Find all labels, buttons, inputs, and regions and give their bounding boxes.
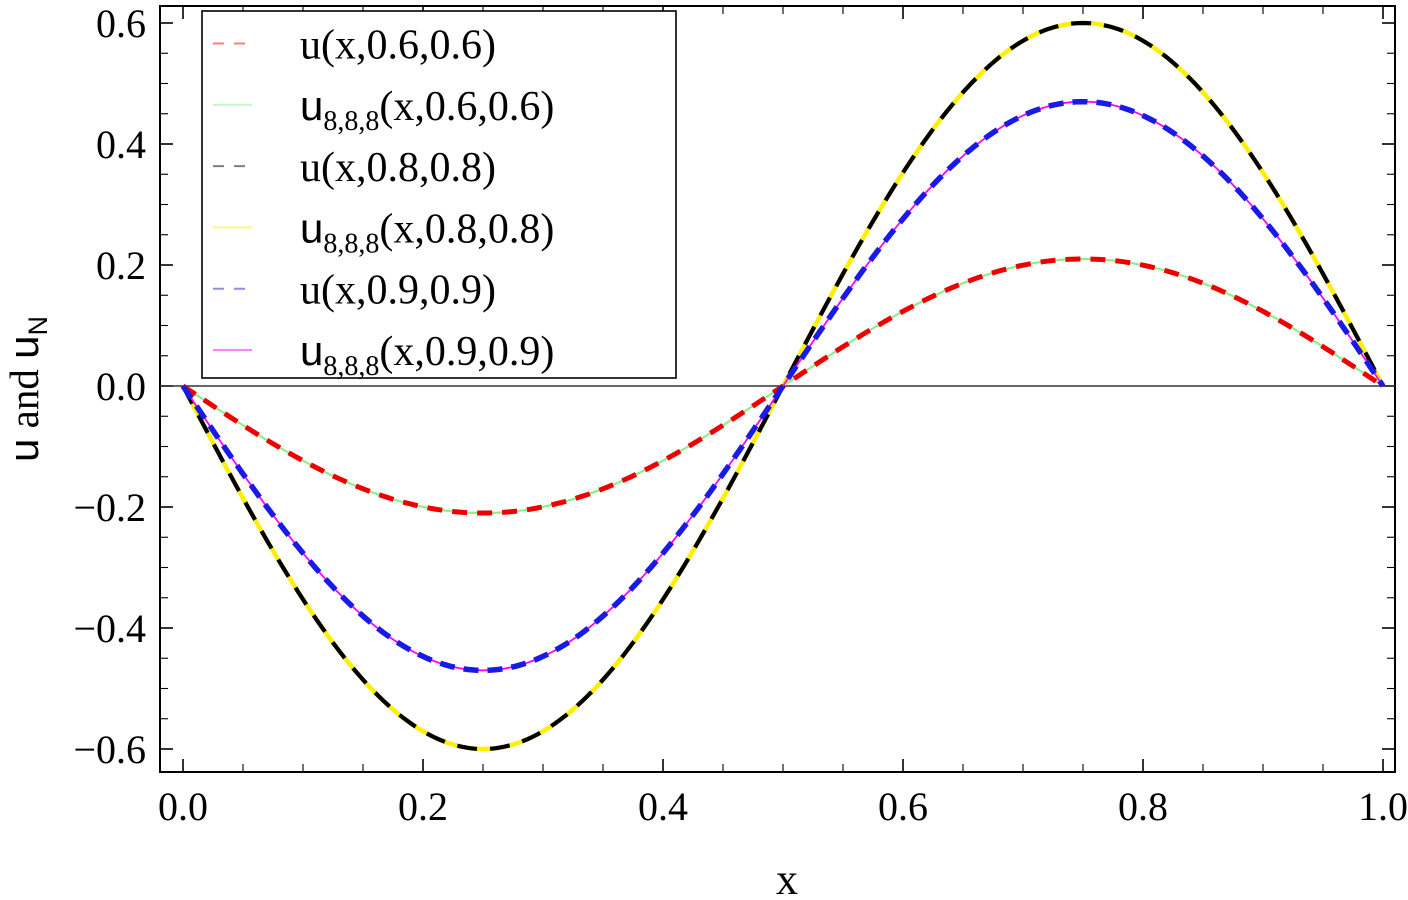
y-tick-label: 0.2: [96, 243, 146, 288]
legend-label-args: (x,0.9,0.9): [379, 329, 554, 375]
y-axis-label-sub-N: N: [23, 316, 53, 336]
x-tick-label: 0.0: [158, 784, 208, 829]
legend-item-label: u8,8,8(x,0.6,0.6): [300, 82, 554, 137]
x-tick-label: 0.6: [878, 784, 928, 829]
legend-item-label: u(x,0.6,0.6): [300, 23, 496, 69]
legend-item: u8,8,8(x,0.9,0.9): [213, 327, 554, 382]
legend-label-prefix: u: [300, 268, 321, 314]
legend-item: u(x,0.9,0.9): [213, 268, 496, 314]
legend-item: u8,8,8(x,0.8,0.8): [213, 204, 554, 259]
y-axis-label-u: u: [0, 439, 47, 462]
x-tick-label: 0.2: [398, 784, 448, 829]
legend-label-subscript: 8,8,8: [323, 351, 379, 382]
x-axis-label: x: [776, 855, 798, 900]
legend-item: u8,8,8(x,0.6,0.6): [213, 82, 554, 137]
legend-label-prefix: u: [300, 82, 323, 129]
y-tick-label: −0.6: [73, 727, 146, 772]
y-tick-label: −0.2: [73, 485, 146, 530]
legend-item-label: u(x,0.9,0.9): [300, 268, 496, 314]
y-tick-label: 0.6: [96, 1, 146, 46]
legend-item-label: u(x,0.8,0.8): [300, 145, 496, 191]
x-tick-label: 1.0: [1358, 784, 1408, 829]
legend-label-prefix: u: [300, 204, 323, 251]
y-tick-label: −0.4: [73, 606, 146, 651]
legend-label-args: (x,0.8,0.8): [379, 206, 554, 252]
y-axis-label-uN: u: [0, 336, 47, 359]
y-axis-label: u and uN: [0, 316, 53, 462]
legend-label-args: (x,0.6,0.6): [379, 84, 554, 130]
legend-item: u(x,0.6,0.6): [213, 23, 496, 69]
legend-box: [201, 10, 677, 379]
legend-label-prefix: u: [300, 327, 323, 374]
legend-label-prefix: u: [300, 145, 321, 191]
curve-series-4: [180, 98, 1386, 674]
x-tick-label: 0.4: [638, 784, 688, 829]
legend-label-args: (x,0.6,0.6): [321, 23, 496, 69]
plot-frame: [159, 5, 1396, 773]
y-axis-label-and: and: [1, 359, 47, 439]
legend-item: u(x,0.8,0.8): [213, 145, 496, 191]
legend-item-label: u8,8,8(x,0.8,0.8): [300, 204, 554, 259]
y-tick-label: 0.4: [96, 122, 146, 167]
legend-label-args: (x,0.9,0.9): [321, 268, 496, 314]
legend-label-subscript: 8,8,8: [323, 106, 379, 137]
legend-item-label: u8,8,8(x,0.9,0.9): [300, 327, 554, 382]
x-tick-label: 0.8: [1118, 784, 1168, 829]
legend-label-subscript: 8,8,8: [323, 228, 379, 259]
legend-label-prefix: u: [300, 23, 321, 69]
legend-label-args: (x,0.8,0.8): [321, 145, 496, 191]
y-tick-label: 0.0: [96, 364, 146, 409]
